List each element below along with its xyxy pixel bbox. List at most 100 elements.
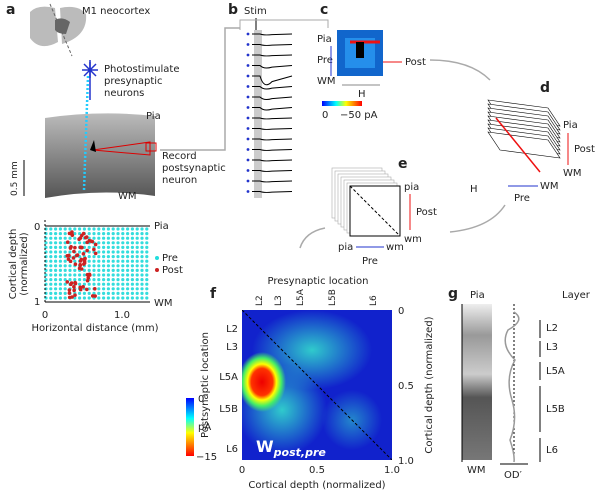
pre-dot [130, 241, 134, 245]
pre-dot [111, 232, 115, 236]
pre-dot [97, 255, 101, 259]
text: 1.0 [114, 310, 130, 321]
pre-dot [126, 282, 130, 286]
pre-dot [106, 241, 110, 245]
pre-dot [58, 282, 63, 286]
panel-label: g [448, 286, 458, 302]
pre-dot [130, 232, 134, 236]
pre-dot [78, 291, 82, 295]
pre-dot [68, 278, 72, 282]
pre-dot [63, 287, 67, 291]
text: L6 [546, 445, 558, 456]
pre-dot [111, 282, 115, 286]
text: Presynaptic location [268, 276, 369, 287]
pre-dot [102, 264, 106, 268]
pre-dot [49, 259, 53, 263]
pre-dot [97, 227, 101, 231]
pre-dot [145, 296, 149, 300]
trace [252, 96, 293, 100]
panel-a: a M1 neocortex Photostimulate presynapti… [6, 2, 226, 334]
pre-dot [135, 227, 139, 231]
post-dot [81, 252, 86, 256]
post-dot [77, 266, 82, 271]
brain-label: M1 neocortex [82, 6, 150, 17]
pre-dot [135, 278, 139, 282]
pre-dot [78, 227, 82, 231]
pre-dot [121, 282, 125, 286]
pre-dot [145, 282, 149, 286]
pre-dot [102, 236, 106, 240]
pre-dot [111, 250, 115, 254]
pre-dot [102, 227, 106, 231]
pre-dot [54, 250, 58, 254]
pre-dot [106, 245, 110, 249]
pre-dot [121, 259, 125, 263]
pre-dot [145, 278, 149, 282]
pre-dot [54, 291, 58, 295]
text: L5B [219, 404, 238, 415]
pre-dot [135, 232, 139, 236]
brain-left [30, 6, 58, 47]
pre-dot [116, 245, 120, 249]
pre-dot [106, 268, 110, 272]
trace [252, 149, 293, 151]
pre-dot [49, 241, 53, 245]
pre-dot [126, 278, 130, 282]
stim-dot [246, 158, 250, 162]
text: Post [162, 265, 183, 276]
panel-label: b [228, 2, 238, 18]
post-dot [78, 287, 83, 292]
post-dot [71, 256, 76, 260]
pre-dot [102, 241, 106, 245]
pre-dot [68, 250, 72, 254]
pre-dot [63, 273, 67, 277]
post-dot [73, 293, 77, 297]
legend-dot [155, 268, 159, 272]
pre-dot [140, 291, 144, 295]
pre-dot [130, 268, 134, 272]
pre-dot [49, 255, 53, 259]
text: L2 [255, 295, 265, 306]
pre-dot [73, 259, 77, 263]
text: L6 [369, 295, 379, 306]
pre-dot [97, 287, 101, 291]
panel-label: a [6, 2, 15, 18]
pre-dot [49, 232, 53, 236]
pre-dot [102, 278, 106, 282]
post-dot [65, 240, 70, 244]
brain-right [60, 6, 87, 44]
post-dot [78, 262, 82, 267]
pre-dot [49, 287, 53, 291]
pre-dot [58, 232, 63, 236]
post-dot [73, 262, 78, 267]
pre-dot [97, 250, 101, 254]
pre-dot [49, 264, 53, 268]
trace [252, 117, 293, 120]
connector [299, 227, 326, 249]
pre-dot [111, 245, 115, 249]
text: 1.0 [384, 465, 400, 476]
post-dot [83, 235, 88, 240]
pre-dot [44, 273, 48, 277]
pre-dot [58, 245, 63, 249]
text: 0 [34, 222, 40, 233]
text: 0 [239, 465, 245, 476]
text: Pia [317, 34, 332, 45]
pre-dot [92, 232, 96, 236]
text: Photostimulate [104, 64, 180, 75]
slice-plane [49, 3, 73, 57]
trace [252, 191, 293, 193]
stim-dot [246, 74, 250, 78]
text: 0 [42, 310, 48, 321]
text: 0.5 [309, 465, 325, 476]
pre-dot [121, 264, 125, 268]
pre-dot [58, 291, 63, 295]
pre-dot [49, 282, 53, 286]
pre-dot [92, 282, 96, 286]
pre-dot [130, 255, 134, 259]
pre-dot [116, 296, 120, 300]
text: L5B [546, 404, 565, 415]
pre-dot [97, 241, 101, 245]
text: Pre [362, 256, 378, 267]
